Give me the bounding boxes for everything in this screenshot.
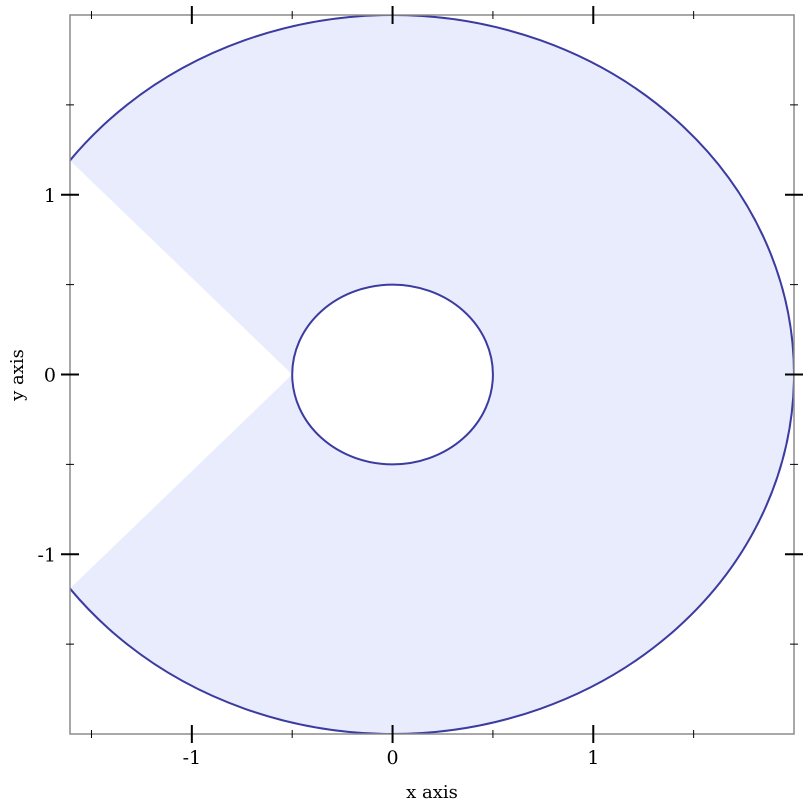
x-tick-label: -1 bbox=[183, 747, 202, 769]
y-tick-label: -1 bbox=[37, 544, 56, 566]
x-tick-label: 1 bbox=[587, 747, 599, 769]
y-tick-label: 1 bbox=[44, 185, 56, 207]
inner-boundary bbox=[291, 283, 494, 466]
x-axis-label: x axis bbox=[406, 782, 458, 803]
y-tick-label: 0 bbox=[44, 365, 56, 387]
y-axis-label: y axis bbox=[7, 349, 28, 402]
x-tick-label: 0 bbox=[387, 747, 399, 769]
